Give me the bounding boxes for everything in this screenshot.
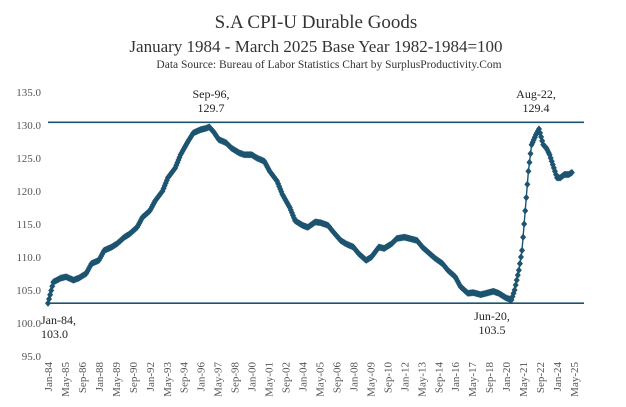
x-tick-label: May-93: [162, 362, 174, 397]
x-tick-label: May-25: [569, 362, 581, 397]
x-tick-label: Jan-96: [196, 362, 208, 392]
annotation-line: Jan-84,: [41, 313, 76, 327]
x-tick-label: Jan-84: [43, 362, 55, 392]
data-point: [521, 220, 528, 228]
chart-subtitle: January 1984 - March 2025 Base Year 1982…: [129, 37, 502, 56]
series-line: [47, 126, 573, 304]
x-axis: Jan-84 May-85 Sep-86 Jan-88 May-89 Sep-90 Jan-…: [43, 362, 581, 397]
x-tick-label: Sep-98: [230, 362, 242, 394]
annotation-line: Sep-96,: [193, 87, 230, 101]
x-tick-label: May-21: [518, 362, 530, 397]
annotation-line: 129.7: [198, 101, 225, 115]
data-point: [516, 260, 523, 268]
x-tick-label: Jan-92: [145, 362, 157, 391]
x-tick-label: Sep-10: [382, 362, 394, 394]
x-tick-label: May-05: [314, 362, 326, 397]
data-point: [46, 295, 53, 303]
annotation-line: Aug-22,: [516, 87, 556, 101]
x-tick-label: Sep-02: [281, 362, 293, 393]
data-point: [515, 266, 522, 274]
x-tick-label: Jan-00: [247, 362, 259, 392]
y-tick-label: 100.0: [16, 318, 41, 330]
y-axis: 95.0 100.0 105.0 110.0 115.0 120.0 125.0 130.0 1…: [16, 87, 41, 363]
annotation-line: 103.0: [41, 327, 68, 341]
x-tick-label: Sep-22: [535, 362, 547, 393]
chart-title: S.A CPI-U Durable Goods: [215, 12, 418, 33]
data-point: [47, 291, 54, 299]
x-tick-label: Jan-16: [450, 362, 462, 392]
annotation-line: 103.5: [479, 323, 506, 337]
annotations: Sep-96, 129.7 Aug-22, 129.4 Jan-84, 103.0 Jun-…: [41, 87, 556, 341]
x-tick-label: Sep-86: [77, 362, 89, 394]
y-tick-label: 105.0: [16, 285, 41, 297]
series: [45, 123, 575, 307]
x-tick-label: Sep-18: [484, 362, 496, 394]
y-tick-label: 115.0: [17, 219, 42, 231]
data-point: [519, 246, 526, 254]
data-point: [522, 207, 529, 215]
x-tick-label: Sep-06: [331, 362, 343, 394]
data-point: [526, 158, 533, 166]
y-tick-label: 95.0: [22, 351, 42, 363]
data-point: [513, 276, 520, 284]
y-tick-label: 120.0: [16, 186, 41, 198]
x-tick-label: Jan-88: [94, 362, 106, 392]
y-tick-label: 130.0: [16, 120, 41, 132]
y-tick-label: 125.0: [16, 153, 41, 165]
x-tick-label: Sep-94: [179, 362, 191, 394]
annotation-line: 129.4: [523, 101, 550, 115]
x-tick-label: May-01: [264, 362, 276, 397]
reference-lines: [48, 121, 584, 305]
data-point: [512, 281, 519, 289]
x-tick-label: Jan-20: [501, 362, 513, 392]
x-tick-label: Jan-08: [348, 362, 360, 392]
x-tick-label: Sep-90: [128, 362, 140, 394]
annotation-line: Jun-20,: [474, 309, 510, 323]
x-tick-label: Sep-14: [433, 362, 445, 394]
data-point: [509, 293, 516, 301]
data-point: [527, 150, 534, 158]
annotation-label: Jan-84, 103.0: [41, 313, 76, 341]
data-point: [523, 194, 530, 202]
x-tick-label: May-97: [213, 362, 225, 397]
data-point: [514, 271, 521, 279]
y-tick-label: 135.0: [16, 87, 41, 99]
chart-source: Data Source: Bureau of Labor Statistics …: [156, 59, 501, 71]
y-tick-label: 110.0: [17, 252, 42, 264]
x-tick-label: Jan-12: [399, 362, 411, 391]
x-tick-label: May-13: [416, 362, 428, 397]
annotation-label: Sep-96, 129.7: [193, 87, 230, 115]
annotation-label: Aug-22, 129.4: [516, 87, 556, 115]
data-point: [520, 233, 527, 241]
data-point: [511, 286, 518, 294]
x-tick-label: May-17: [467, 362, 479, 397]
x-tick-label: May-89: [111, 362, 123, 397]
annotation-label: Jun-20, 103.5: [474, 309, 510, 337]
data-point: [508, 296, 515, 304]
data-point: [524, 180, 531, 188]
data-point: [48, 286, 55, 295]
x-tick-label: Jan-24: [552, 362, 564, 392]
data-point: [517, 253, 524, 261]
x-tick-label: Jan-04: [298, 362, 310, 392]
x-tick-label: May-09: [365, 362, 377, 397]
data-point: [568, 168, 575, 177]
series-markers: [45, 123, 575, 307]
data-point: [45, 299, 51, 307]
x-tick-label: May-85: [60, 362, 72, 397]
data-point: [525, 167, 532, 175]
